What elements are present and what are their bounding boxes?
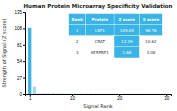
table-cell xyxy=(69,14,86,25)
bar xyxy=(103,93,106,94)
bar xyxy=(94,93,97,94)
tick: 54 xyxy=(17,59,25,64)
bar xyxy=(146,93,149,94)
bar xyxy=(118,93,121,94)
tick-mark xyxy=(23,61,25,62)
tick-label: 10 xyxy=(70,96,76,101)
tick-mark xyxy=(23,94,25,95)
tick: 81 xyxy=(17,43,25,48)
bar xyxy=(113,93,116,94)
bars xyxy=(28,28,168,94)
tick-label: 27 xyxy=(17,76,23,81)
bar xyxy=(127,93,130,94)
bar xyxy=(151,93,154,94)
bar xyxy=(99,93,102,94)
table-text: 2 xyxy=(76,39,79,44)
bar xyxy=(70,93,73,94)
table-text: 109.05 xyxy=(120,28,134,33)
bar xyxy=(80,93,83,94)
table-cell xyxy=(86,47,114,58)
table-text: 96.76 xyxy=(145,28,157,33)
tick-label: 108 xyxy=(14,26,22,31)
bar xyxy=(165,93,168,94)
table-cell xyxy=(114,14,140,25)
tick: 27 xyxy=(17,76,25,81)
tick-label: 1 xyxy=(29,96,32,101)
bar xyxy=(47,93,50,94)
bar xyxy=(52,93,55,94)
bar xyxy=(89,93,92,94)
table-cell xyxy=(86,25,114,36)
chart: 1 10 20 30 0 27 54 81 108 135 Rank Protein Z score S … xyxy=(0,0,177,111)
bar xyxy=(155,93,158,94)
table-text: Rank xyxy=(72,17,84,22)
axis-line xyxy=(23,13,26,95)
tick-label: 54 xyxy=(17,59,23,64)
bar xyxy=(141,93,144,94)
table-cell xyxy=(140,47,163,58)
bar xyxy=(136,93,139,94)
bar xyxy=(37,93,40,94)
bar xyxy=(122,93,125,94)
table-cell xyxy=(69,25,86,36)
y-axis: 0 27 54 81 108 135 xyxy=(14,10,25,97)
tick: 0 xyxy=(19,92,25,97)
tick: 20 xyxy=(117,94,123,101)
bar xyxy=(66,93,69,94)
tick-mark xyxy=(23,45,25,46)
table-cell xyxy=(86,14,114,25)
table-text: 12.29 xyxy=(121,39,133,44)
table: Rank Protein Z score S score 1 LSP1 109.05 96.7… xyxy=(69,14,162,58)
table-cell xyxy=(69,47,86,58)
bar xyxy=(160,93,163,94)
table-cell xyxy=(114,36,140,47)
tick-mark xyxy=(23,78,25,79)
bar xyxy=(42,93,45,94)
tick-label: 20 xyxy=(117,96,123,101)
table-cell xyxy=(114,47,140,58)
table-text: 3 xyxy=(76,50,79,55)
table-cell xyxy=(140,25,163,36)
tick-mark xyxy=(23,12,25,13)
tick: 30 xyxy=(164,94,170,101)
tick-label: 30 xyxy=(164,96,170,101)
table-cell xyxy=(86,36,114,47)
table-cell xyxy=(140,14,163,25)
plot: 1 10 20 30 0 27 54 81 108 135 Rank Protein Z score S … xyxy=(14,10,171,101)
bar xyxy=(28,28,31,94)
tick: 10 xyxy=(70,94,76,101)
table-text: 1.68 xyxy=(122,50,131,55)
table-text: Protein xyxy=(92,17,109,22)
tick-mark xyxy=(23,28,25,29)
bar xyxy=(56,93,59,94)
axis-line xyxy=(26,95,172,97)
bar xyxy=(132,93,135,94)
table-cell xyxy=(69,36,86,47)
table-text: SERPBP1 xyxy=(91,50,109,55)
tick-label: 135 xyxy=(14,10,22,15)
table-cell xyxy=(140,36,163,47)
bar xyxy=(33,87,36,94)
y-label: Strength of Signal (Z score) xyxy=(1,18,8,87)
bar xyxy=(75,93,78,94)
table-text: 10.62 xyxy=(145,39,157,44)
table-text: Z score xyxy=(119,17,136,22)
title: Human Protein Microarray Specificity Val… xyxy=(23,3,172,10)
bar xyxy=(85,93,88,94)
tick: 135 xyxy=(14,10,25,15)
x-axis: 1 10 20 30 xyxy=(26,94,172,101)
bar xyxy=(61,93,64,94)
table-cell xyxy=(114,25,140,36)
x-label: Signal Rank xyxy=(83,103,113,110)
tick-label: 0 xyxy=(19,92,22,97)
table-text: S score xyxy=(143,17,160,22)
table-text: LSP1 xyxy=(95,28,105,33)
tick: 1 xyxy=(29,94,32,101)
bar xyxy=(108,93,111,94)
table-text: 3.08 xyxy=(146,50,155,55)
table-text: CRAT xyxy=(95,39,106,44)
tick: 108 xyxy=(14,26,25,31)
tick-label: 81 xyxy=(17,43,23,48)
table-text: 1 xyxy=(76,28,79,33)
